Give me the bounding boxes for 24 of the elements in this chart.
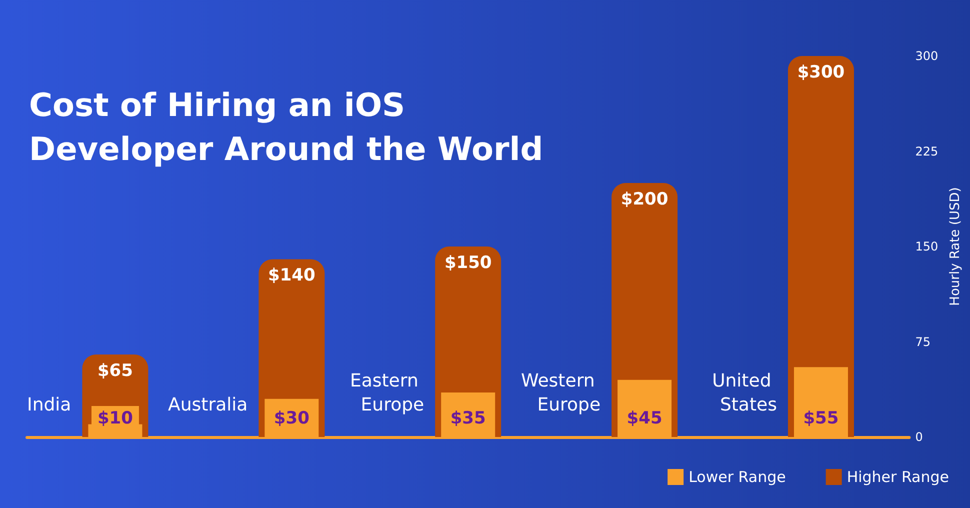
y-tick-label: 300 [915, 49, 938, 63]
legend-label: Lower Range [688, 468, 786, 486]
data-label: $140 [268, 266, 316, 286]
y-tick-label: 75 [915, 334, 930, 349]
data-label: $200 [620, 190, 668, 210]
data-label: $30 [274, 408, 310, 428]
text: Cost of Hiring an iOS Developer Around the World [29, 86, 544, 168]
x-tick-label: Eastern Europe [350, 370, 424, 416]
data-label: $35 [450, 408, 486, 428]
x-tick-label: United States [712, 370, 777, 416]
x-tick-label: India [27, 394, 72, 416]
x-tick-label: Australia [168, 394, 248, 416]
data-label: $65 [97, 360, 133, 381]
data-label: $150 [444, 253, 492, 273]
data-label: $45 [626, 408, 662, 428]
y-tick-label: 0 [915, 430, 923, 444]
data-label: $55 [803, 408, 839, 428]
data-label: $10 [97, 408, 134, 428]
legend-label: Higher Range [846, 468, 950, 486]
y-tick-label: 150 [915, 240, 938, 254]
y-axis-title: Hourly Rate (USD) [948, 187, 963, 306]
data-label: $300 [797, 62, 845, 82]
x-tick-label: Western Europe [520, 370, 601, 416]
y-tick-label: 225 [915, 144, 938, 158]
